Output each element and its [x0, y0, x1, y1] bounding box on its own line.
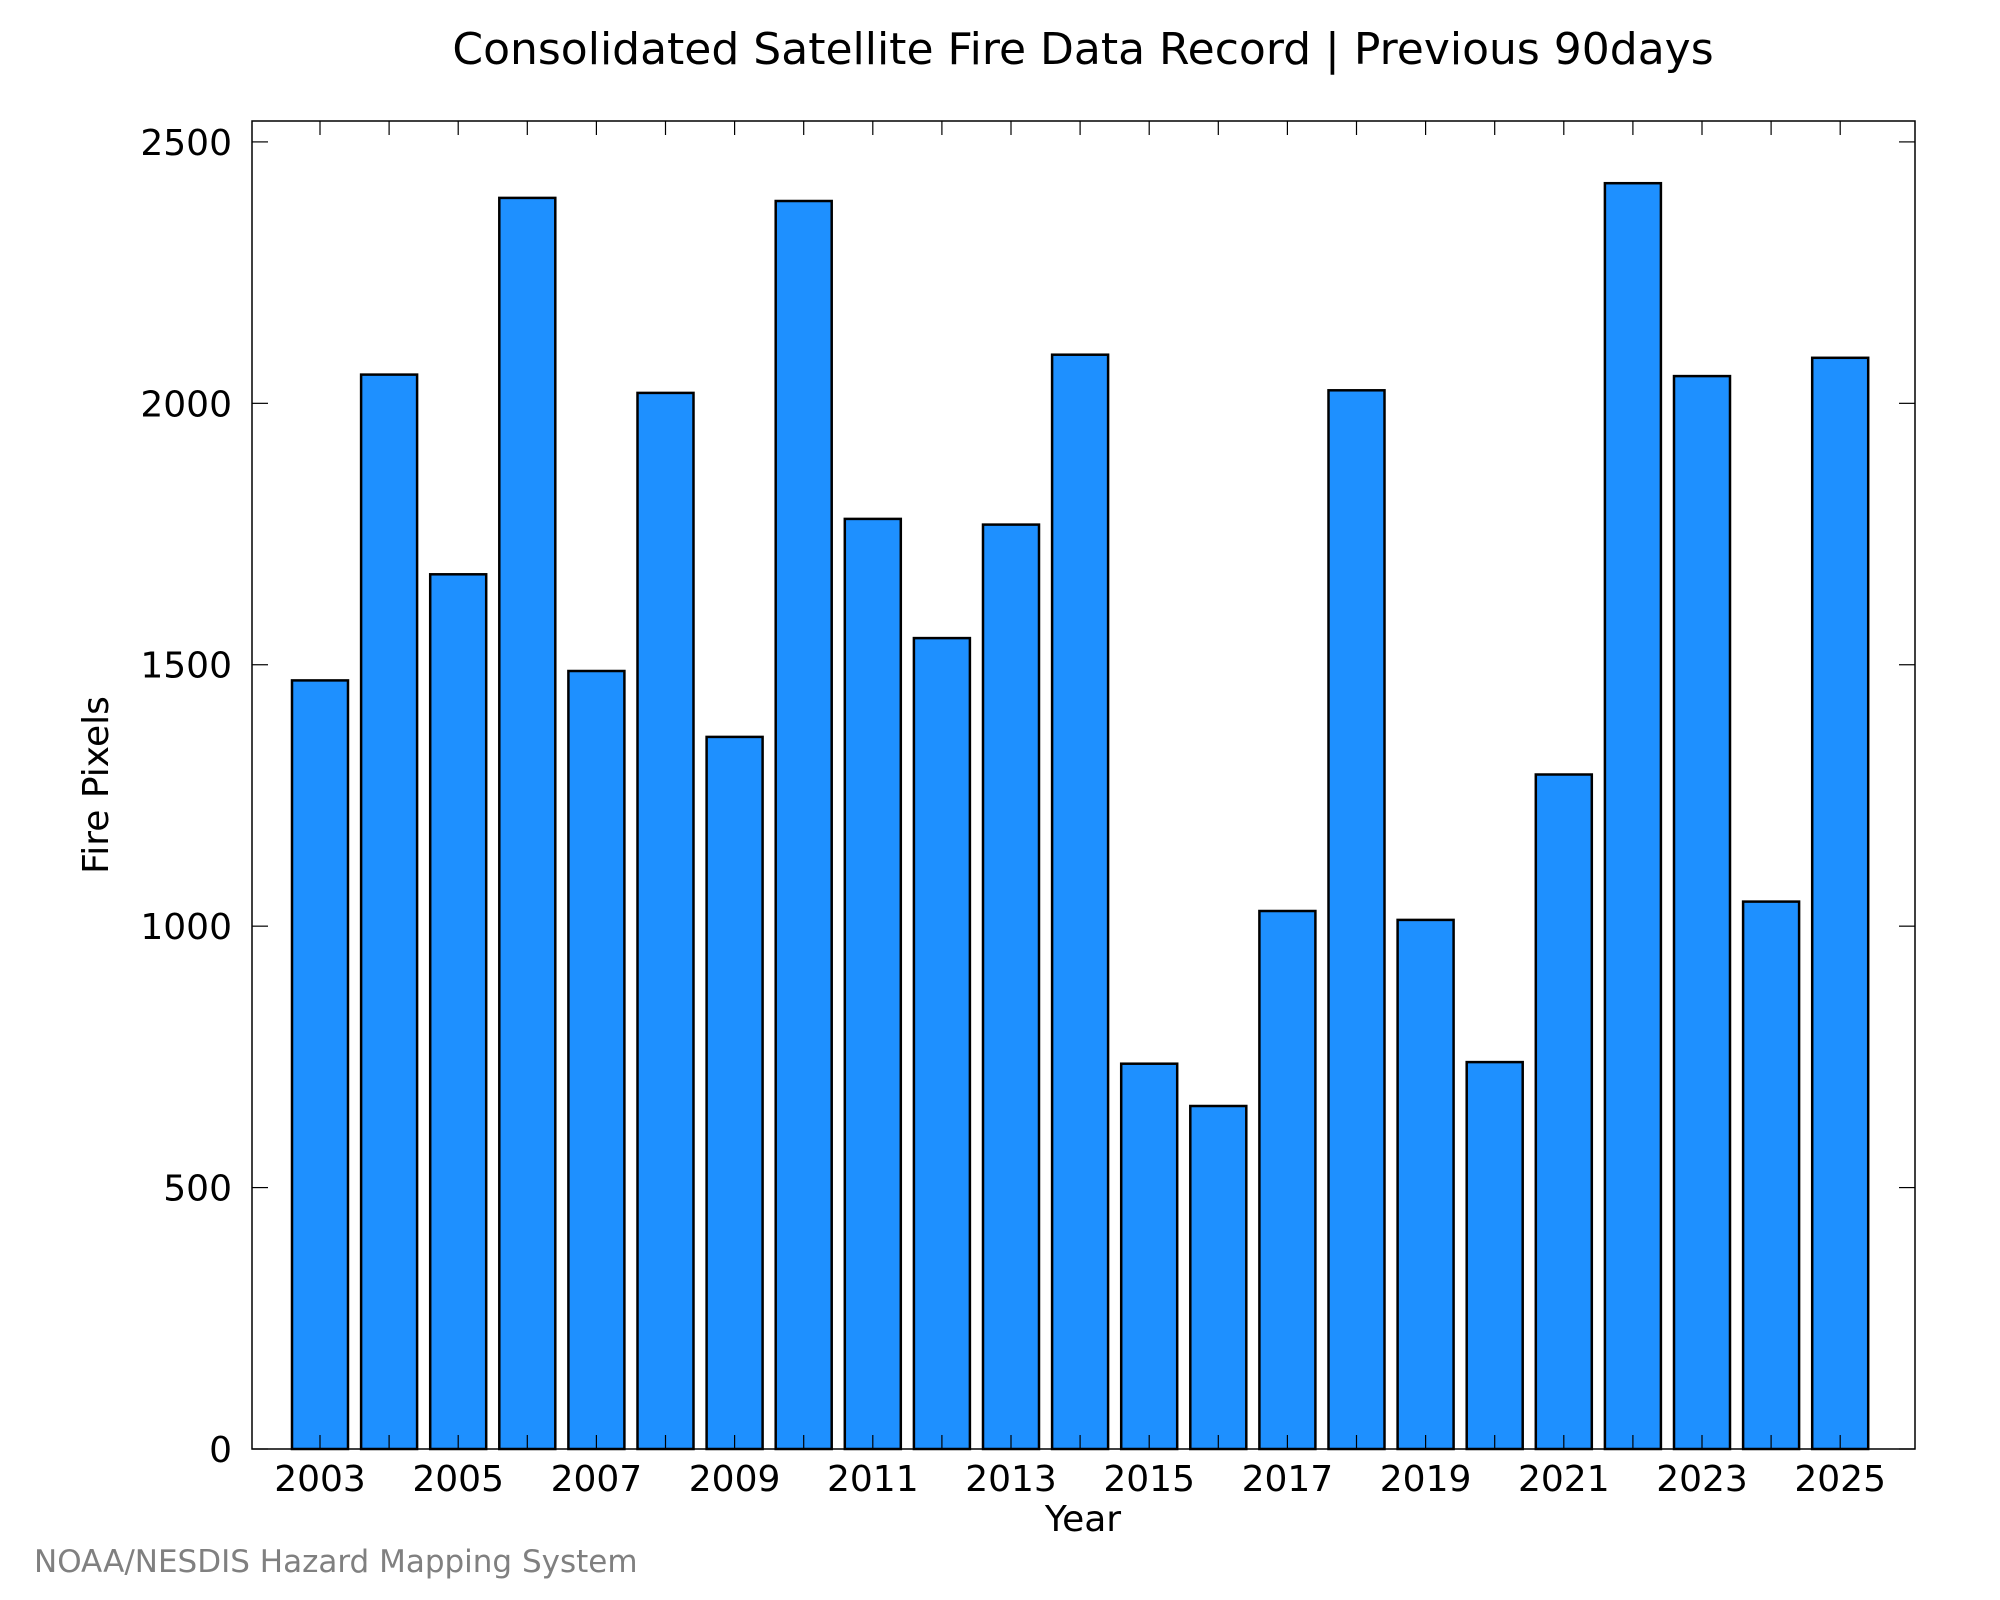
bar-2023	[1672, 374, 1732, 1451]
bar-2003	[290, 679, 350, 1451]
chart-title: Consolidated Satellite Fire Data Record …	[452, 24, 1713, 75]
bar-2010	[774, 199, 833, 1451]
x-tick-label-2015: 2015	[1103, 1459, 1195, 1500]
bar-2024	[1741, 900, 1801, 1451]
bar-2018	[1327, 389, 1386, 1451]
y-tick-label-1500: 1500	[140, 646, 232, 687]
bar-2019	[1396, 918, 1455, 1451]
credit-text: NOAA/NESDIS Hazard Mapping System	[34, 1544, 638, 1580]
y-tick-label-0: 0	[209, 1430, 232, 1471]
bar-2020	[1465, 1060, 1524, 1451]
x-tick-label-2009: 2009	[689, 1459, 781, 1500]
x-tick-label-2019: 2019	[1380, 1459, 1472, 1500]
x-tick-label-2005: 2005	[412, 1459, 504, 1500]
x-tick-label-2023: 2023	[1656, 1459, 1748, 1500]
plot-frame	[251, 120, 1916, 1450]
bar-2015	[1119, 1062, 1179, 1451]
x-tick-label-2017: 2017	[1242, 1459, 1334, 1500]
bar-2014	[1050, 353, 1110, 1451]
x-tick-label-2013: 2013	[965, 1459, 1057, 1500]
bar-2009	[705, 735, 764, 1451]
x-tick-label-2007: 2007	[551, 1459, 643, 1500]
x-tick-label-2011: 2011	[827, 1459, 919, 1500]
bar-2008	[636, 391, 695, 1451]
bar-2012	[912, 636, 972, 1451]
bar-2016	[1189, 1104, 1248, 1451]
bar-2007	[567, 669, 626, 1451]
x-tick-label-2003: 2003	[274, 1459, 366, 1500]
y-tick-label-500: 500	[163, 1169, 232, 1210]
bar-2017	[1258, 909, 1317, 1451]
y-tick-label-2000: 2000	[140, 384, 232, 425]
bar-2004	[359, 373, 419, 1451]
x-axis-label: Year	[1044, 1499, 1121, 1540]
bar-2005	[428, 573, 488, 1451]
bar-2013	[981, 523, 1041, 1451]
bar-2011	[843, 517, 903, 1451]
bar-2021	[1534, 773, 1594, 1451]
bars-layer	[290, 181, 1870, 1451]
bar-2022	[1603, 181, 1663, 1451]
bar-2025	[1810, 356, 1870, 1451]
x-tick-label-2025: 2025	[1794, 1459, 1886, 1500]
ticks-layer: 2003 2005 2007 2009 2011 2013 2015 2017 2019 2021…	[140, 121, 1915, 1500]
y-axis-label: Fire Pixels	[76, 696, 117, 874]
y-tick-label-2500: 2500	[140, 123, 232, 164]
bar-2006	[498, 196, 557, 1451]
y-tick-label-1000: 1000	[140, 907, 232, 948]
x-tick-label-2021: 2021	[1518, 1459, 1610, 1500]
